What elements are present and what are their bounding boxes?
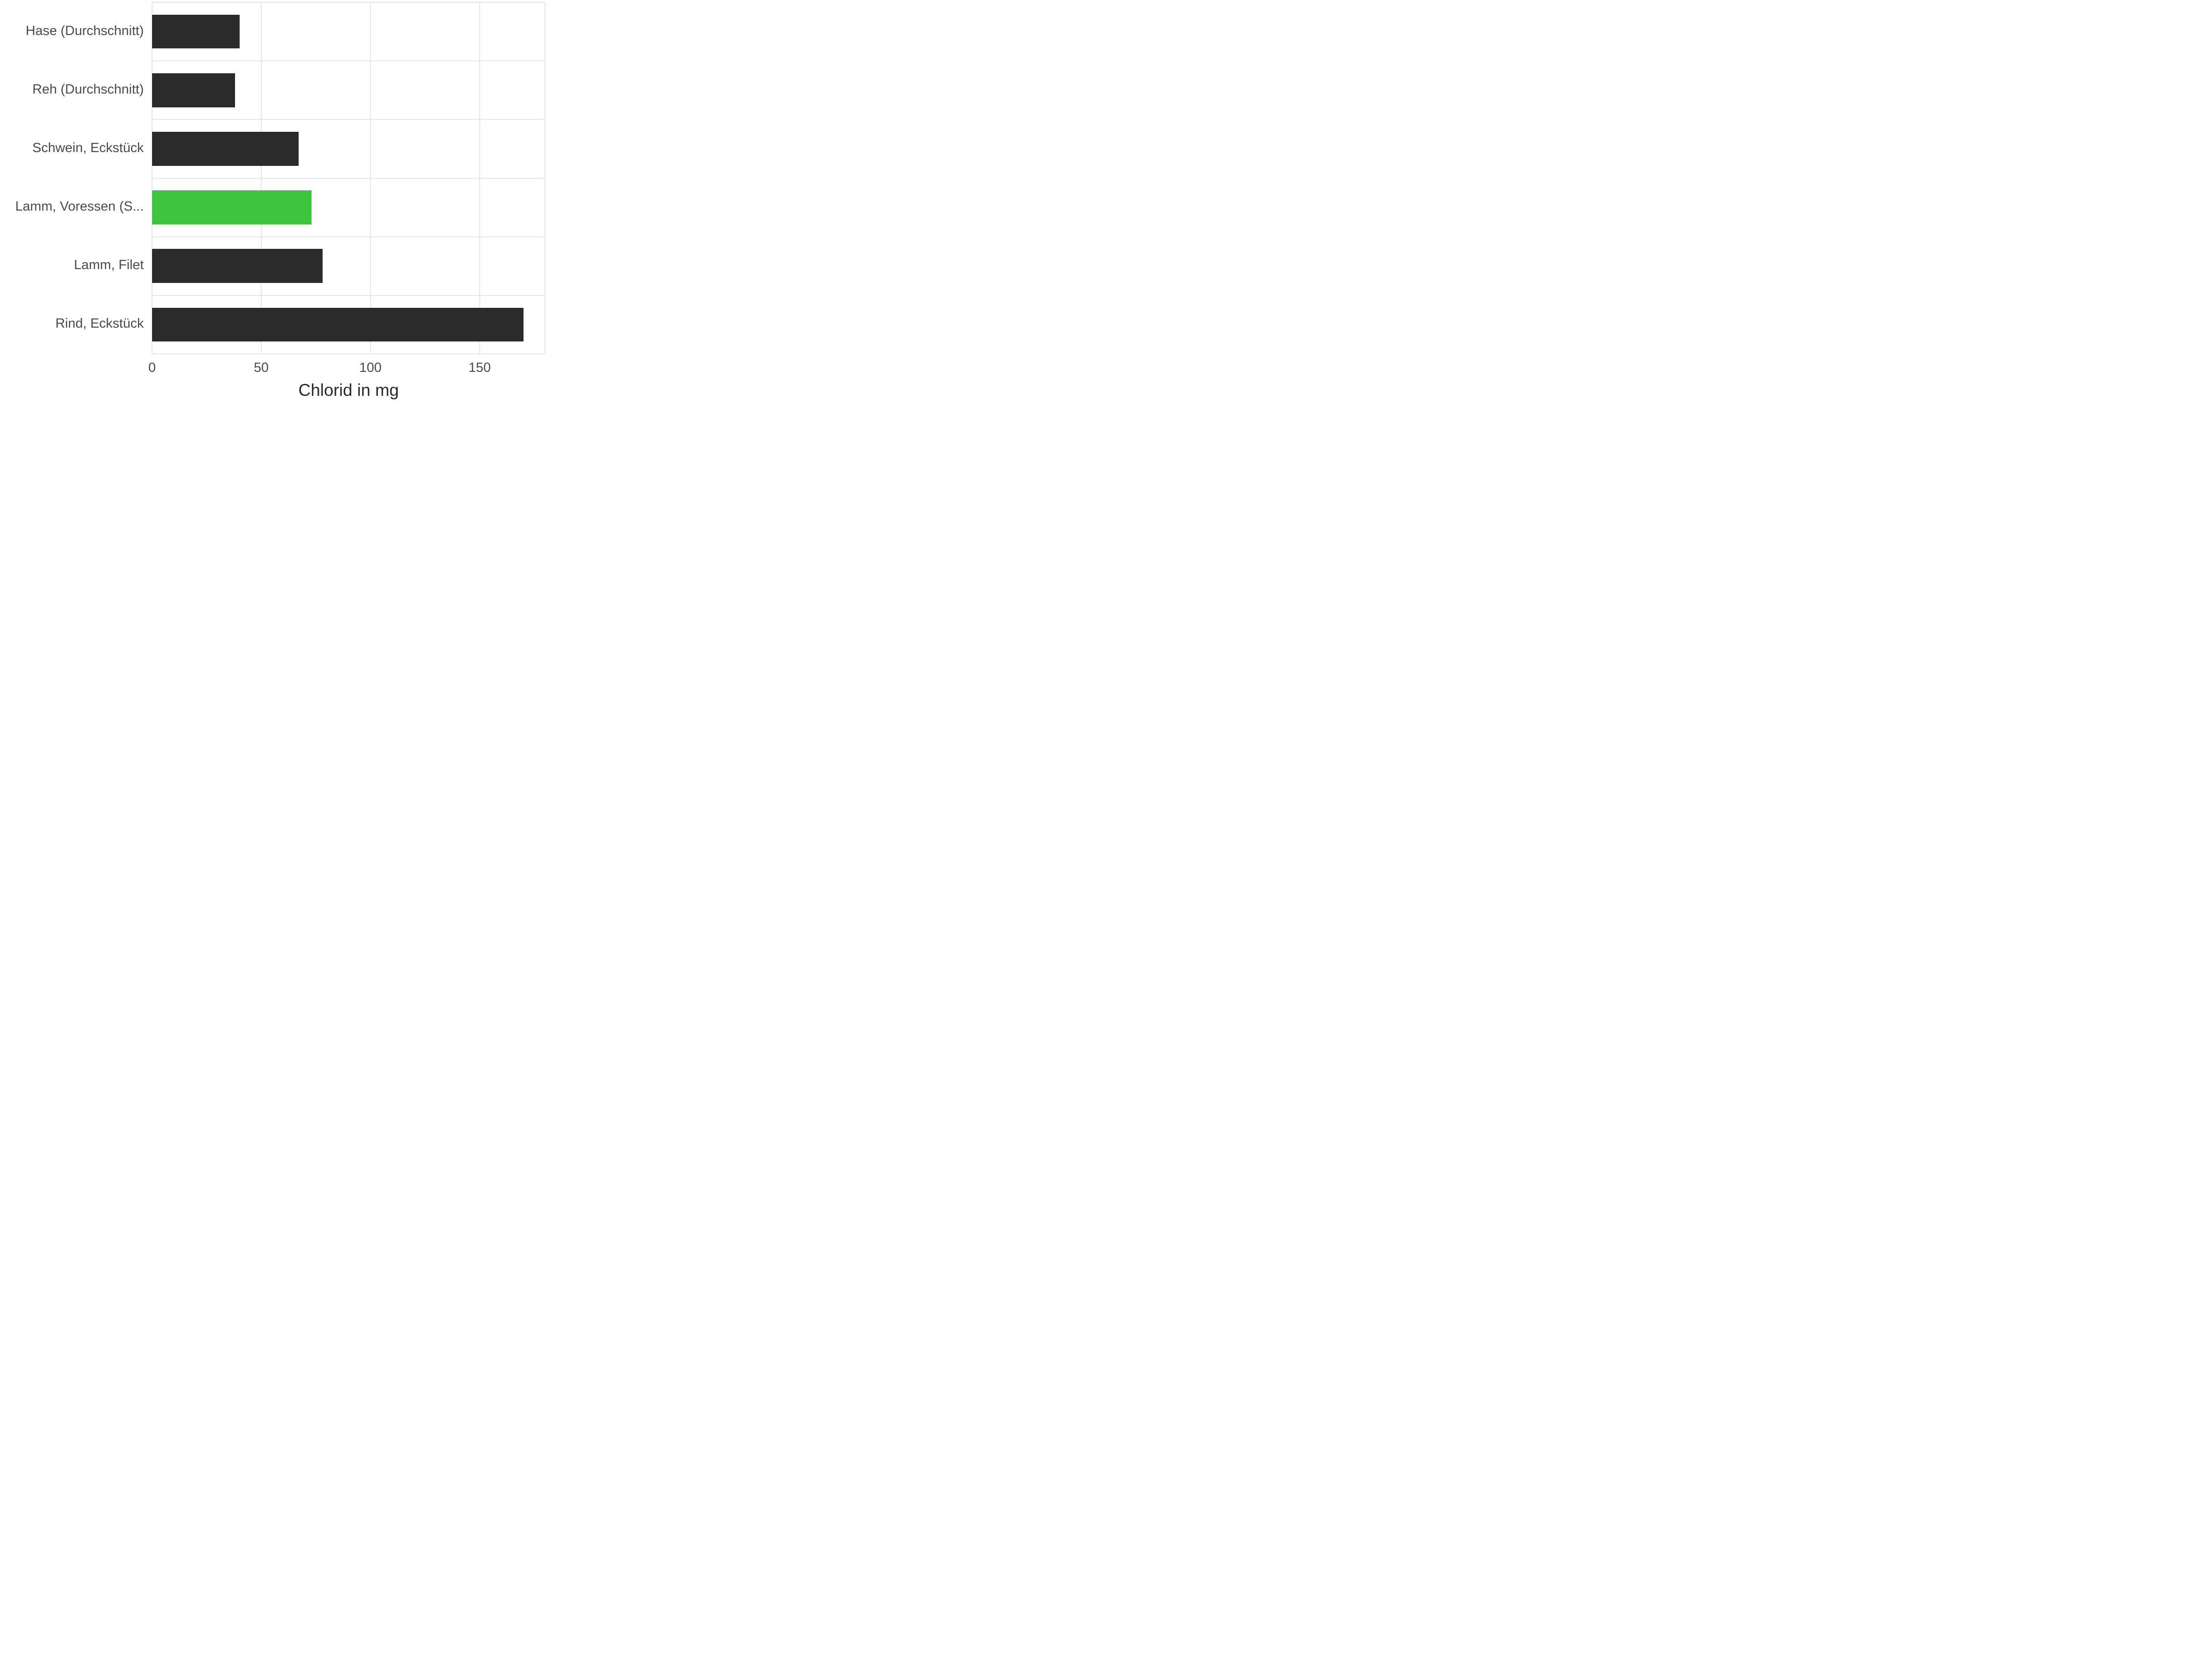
y-tick-label: Hase (Durchschnitt)	[26, 24, 144, 39]
gridline-horizontal	[152, 178, 545, 179]
y-tick-label: Lamm, Filet	[74, 258, 144, 273]
gridline-horizontal	[152, 60, 545, 61]
gridline-horizontal	[152, 119, 545, 120]
x-tick-label: 0	[148, 360, 156, 376]
plot-area	[152, 2, 545, 354]
bar-chart: Hase (Durchschnitt) Reh (Durchschnitt) Sch…	[0, 0, 553, 415]
gridline-horizontal	[152, 295, 545, 296]
y-tick-label: Lamm, Voressen (S...	[15, 199, 144, 214]
bar	[152, 308, 524, 342]
y-tick-label: Schwein, Eckstück	[32, 141, 144, 156]
bar	[152, 190, 312, 224]
bar	[152, 132, 299, 166]
gridline-horizontal	[152, 353, 545, 354]
bar	[152, 15, 240, 49]
x-tick-label: 150	[469, 360, 491, 376]
y-tick-label: Reh (Durchschnitt)	[32, 82, 144, 97]
x-tick-label: 100	[359, 360, 382, 376]
y-tick-label: Rind, Eckstück	[55, 316, 144, 331]
x-axis-title: Chlorid in mg	[299, 381, 399, 400]
bar	[152, 249, 323, 283]
gridline-horizontal	[152, 236, 545, 237]
gridline-horizontal	[152, 2, 545, 3]
bar	[152, 73, 235, 107]
x-tick-label: 50	[254, 360, 269, 376]
